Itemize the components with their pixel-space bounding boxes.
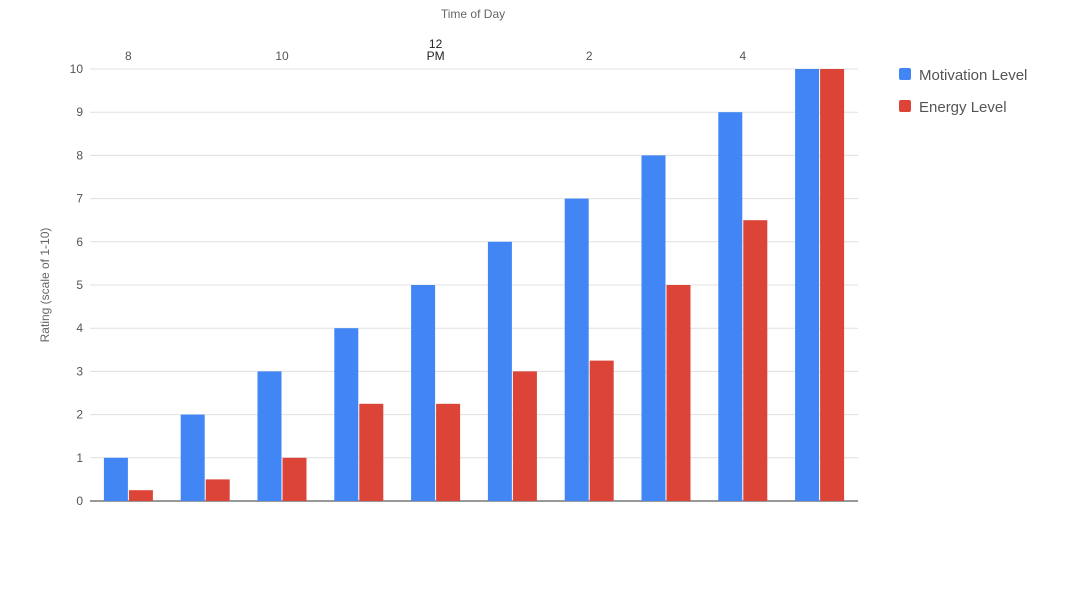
y-tick-label: 7 xyxy=(76,192,83,206)
x-tick-label: 12 PM xyxy=(427,37,445,63)
legend-label: Motivation Level xyxy=(919,67,1027,84)
bar xyxy=(103,457,128,501)
x-axis-ticks: 8 10 12 PM 2 4 xyxy=(125,37,746,63)
bar xyxy=(589,360,614,501)
y-tick-label: 0 xyxy=(76,494,83,508)
bar xyxy=(487,241,512,502)
bar xyxy=(641,155,666,501)
bar xyxy=(795,69,820,501)
legend-swatch xyxy=(899,100,911,112)
y-axis-ticks: 0 1 2 3 4 5 6 7 8 9 10 xyxy=(70,62,84,508)
gridlines xyxy=(90,68,858,502)
y-tick-label: 5 xyxy=(76,278,83,292)
bar xyxy=(718,112,743,501)
bar xyxy=(334,328,359,501)
bar xyxy=(512,371,537,501)
y-tick-label: 4 xyxy=(76,321,83,335)
bar xyxy=(411,285,436,501)
y-tick-label: 9 xyxy=(76,105,83,119)
x-tick-label: 10 xyxy=(275,49,289,63)
bar xyxy=(205,479,230,501)
y-tick-label: 2 xyxy=(76,408,83,422)
bar xyxy=(359,403,384,501)
x-tick-label: 4 xyxy=(739,49,746,63)
y-tick-label: 1 xyxy=(76,451,83,465)
bar xyxy=(180,414,205,501)
bar xyxy=(282,457,307,501)
bar xyxy=(436,403,461,501)
bar xyxy=(128,490,153,501)
legend: Motivation Level Energy Level xyxy=(899,67,1027,116)
bar xyxy=(666,285,691,501)
bar xyxy=(257,371,282,501)
x-axis-title: Time of Day xyxy=(441,7,505,21)
bar xyxy=(743,220,768,501)
x-tick-label: 8 xyxy=(125,49,132,63)
bar xyxy=(564,198,589,501)
y-tick-label: 10 xyxy=(70,62,84,76)
bar xyxy=(820,69,845,501)
y-tick-label: 8 xyxy=(76,148,83,162)
y-axis-title: Rating (scale of 1-10) xyxy=(38,228,52,343)
x-tick-label: 2 xyxy=(586,49,593,63)
bars xyxy=(103,69,845,502)
legend-label: Energy Level xyxy=(919,99,1007,116)
y-tick-label: 6 xyxy=(76,235,83,249)
legend-swatch xyxy=(899,68,911,80)
y-tick-label: 3 xyxy=(76,364,83,378)
